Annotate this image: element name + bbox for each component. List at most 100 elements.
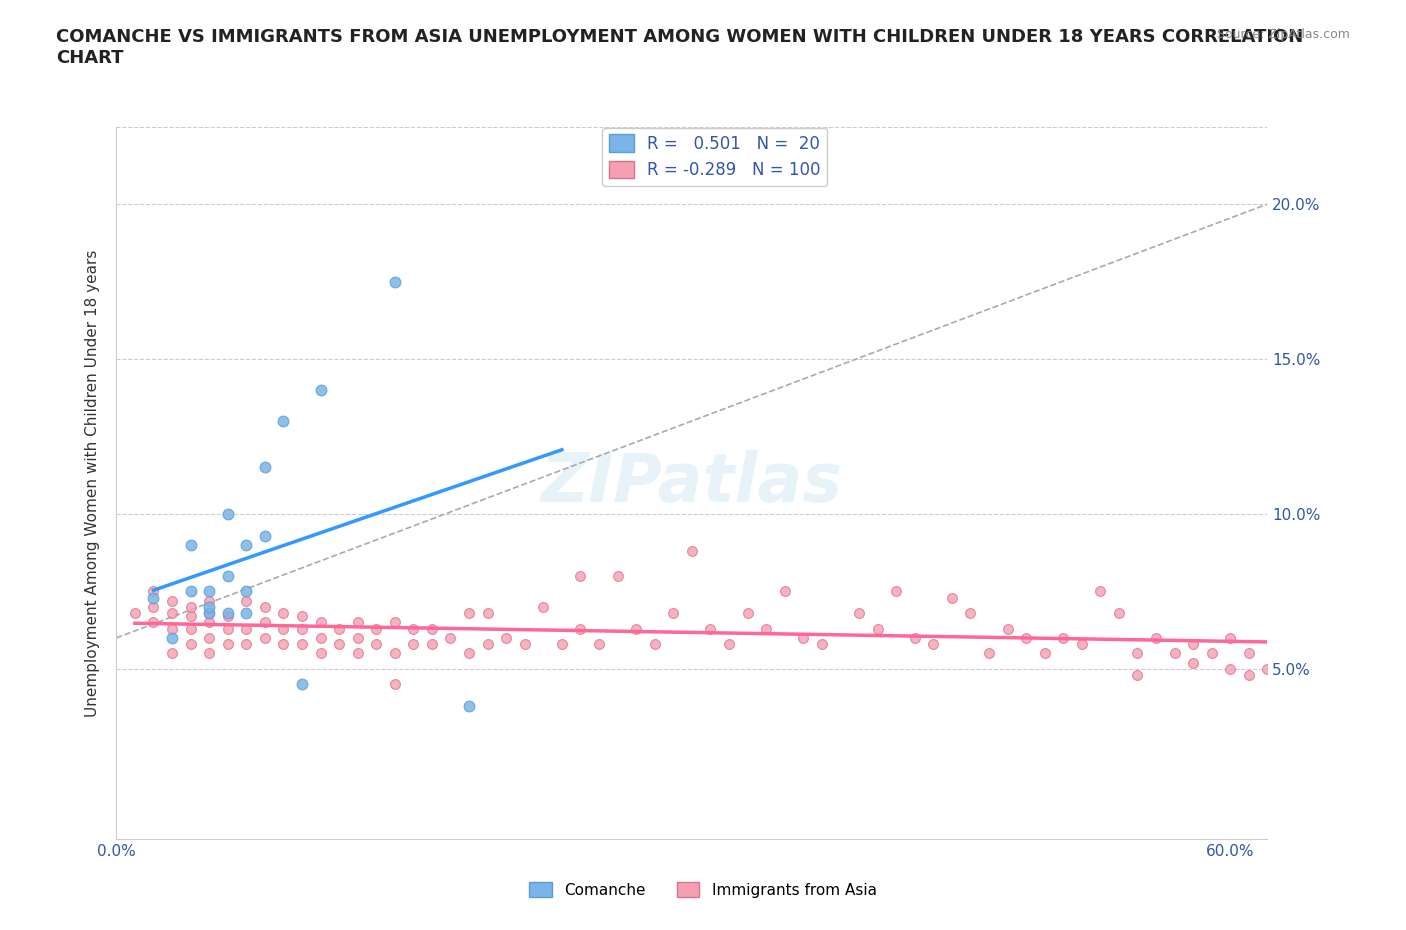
Point: [235, 637, 257, 652]
Point: [1108, 605, 1130, 620]
Point: [180, 538, 202, 552]
Point: [1052, 631, 1074, 645]
Point: [792, 631, 814, 645]
Point: [142, 584, 165, 599]
Point: [309, 382, 332, 397]
Point: [477, 605, 499, 620]
Point: [588, 637, 610, 652]
Point: [217, 605, 239, 620]
Point: [291, 677, 314, 692]
Point: [866, 621, 889, 636]
Point: [198, 600, 221, 615]
Point: [717, 637, 740, 652]
Point: [291, 609, 314, 624]
Point: [142, 591, 165, 605]
Point: [904, 631, 927, 645]
Point: [366, 637, 388, 652]
Point: [458, 646, 481, 661]
Point: [235, 538, 257, 552]
Point: [1015, 631, 1038, 645]
Point: [273, 605, 295, 620]
Point: [217, 621, 239, 636]
Point: [1219, 661, 1241, 676]
Point: [773, 584, 796, 599]
Point: [198, 584, 221, 599]
Point: [1237, 668, 1260, 683]
Point: [884, 584, 907, 599]
Point: [346, 615, 368, 630]
Point: [458, 698, 481, 713]
Point: [235, 605, 257, 620]
Point: [1182, 656, 1205, 671]
Point: [291, 621, 314, 636]
Point: [160, 646, 183, 661]
Point: [811, 637, 834, 652]
Point: [253, 600, 276, 615]
Point: [662, 605, 685, 620]
Point: [273, 621, 295, 636]
Text: ZIPatlas: ZIPatlas: [541, 450, 842, 516]
Point: [235, 584, 257, 599]
Point: [198, 631, 221, 645]
Point: [160, 593, 183, 608]
Point: [180, 584, 202, 599]
Point: [328, 637, 350, 652]
Point: [1219, 631, 1241, 645]
Point: [346, 646, 368, 661]
Point: [346, 631, 368, 645]
Point: [959, 605, 981, 620]
Point: [309, 615, 332, 630]
Point: [253, 615, 276, 630]
Point: [1126, 646, 1149, 661]
Y-axis label: Unemployment Among Women with Children Under 18 years: Unemployment Among Women with Children U…: [86, 249, 100, 717]
Point: [402, 621, 425, 636]
Point: [420, 621, 443, 636]
Point: [217, 637, 239, 652]
Point: [420, 637, 443, 652]
Point: [198, 605, 221, 620]
Point: [569, 568, 592, 583]
Point: [160, 621, 183, 636]
Point: [439, 631, 461, 645]
Legend: Comanche, Immigrants from Asia: Comanche, Immigrants from Asia: [523, 875, 883, 904]
Point: [737, 605, 759, 620]
Point: [328, 621, 350, 636]
Point: [922, 637, 945, 652]
Point: [180, 600, 202, 615]
Text: Source: ZipAtlas.com: Source: ZipAtlas.com: [1216, 28, 1350, 41]
Point: [253, 631, 276, 645]
Point: [477, 637, 499, 652]
Point: [1144, 631, 1167, 645]
Point: [531, 600, 554, 615]
Point: [384, 646, 406, 661]
Point: [142, 600, 165, 615]
Point: [681, 544, 703, 559]
Point: [1163, 646, 1185, 661]
Text: COMANCHE VS IMMIGRANTS FROM ASIA UNEMPLOYMENT AMONG WOMEN WITH CHILDREN UNDER 18: COMANCHE VS IMMIGRANTS FROM ASIA UNEMPLO…: [56, 28, 1303, 67]
Point: [160, 605, 183, 620]
Point: [384, 274, 406, 289]
Point: [124, 605, 146, 620]
Point: [1126, 668, 1149, 683]
Point: [402, 637, 425, 652]
Point: [273, 637, 295, 652]
Point: [366, 621, 388, 636]
Point: [384, 677, 406, 692]
Point: [848, 605, 870, 620]
Point: [198, 605, 221, 620]
Point: [180, 609, 202, 624]
Point: [551, 637, 574, 652]
Point: [180, 621, 202, 636]
Point: [941, 591, 963, 605]
Point: [1256, 661, 1278, 676]
Point: [1033, 646, 1056, 661]
Point: [198, 593, 221, 608]
Point: [1201, 646, 1223, 661]
Point: [217, 568, 239, 583]
Point: [198, 615, 221, 630]
Point: [699, 621, 721, 636]
Point: [513, 637, 536, 652]
Point: [458, 605, 481, 620]
Point: [606, 568, 628, 583]
Point: [1237, 646, 1260, 661]
